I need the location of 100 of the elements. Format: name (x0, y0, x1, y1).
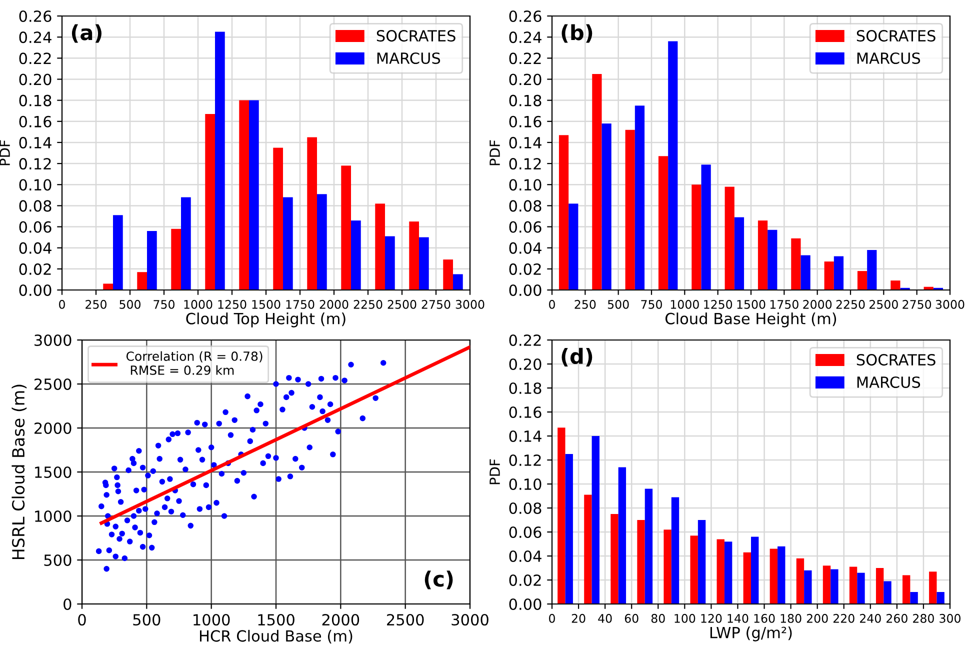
x-tick-label: 1000 (670, 300, 699, 309)
x-tick-label: 2750 (422, 300, 450, 309)
x-tick-label: 1750 (770, 300, 798, 309)
y-tick-label: 0.00 (509, 284, 542, 296)
x-tick-label: 100 (674, 614, 696, 623)
x-tick-label: 0 (549, 614, 555, 623)
legend-label: SOCRATES (856, 30, 936, 42)
bar (634, 106, 645, 290)
y-axis-title: PDF (490, 140, 500, 166)
bar (724, 542, 732, 604)
bar (317, 194, 327, 290)
x-tick-label: 180 (780, 614, 802, 623)
y-tick-label: 0 (64, 598, 72, 610)
x-tick-label: 1500 (258, 614, 294, 626)
bar (929, 572, 937, 604)
y-tick-label: 3000 (34, 334, 72, 346)
y-tick-label: 0.18 (19, 94, 52, 106)
y-tick-label: 0.26 (19, 10, 52, 22)
x-tick-label: 2500 (387, 614, 424, 626)
x-tick-label: 1250 (704, 300, 732, 309)
bar (375, 204, 385, 290)
legend-label: MARCUS (857, 376, 920, 388)
y-tick-label: 0.02 (19, 263, 51, 275)
x-tick-label: 1500 (252, 300, 280, 309)
y-tick-label: 0.24 (509, 32, 542, 44)
x-tick-label: 500 (120, 300, 140, 309)
y-tick-label: 0.16 (509, 406, 542, 418)
bar (822, 566, 831, 604)
y-tick-label: 0.06 (509, 221, 542, 233)
bar (658, 156, 668, 290)
x-tick-label: 500 (133, 614, 160, 626)
bar (249, 100, 259, 290)
y-tick-label: 0.06 (509, 526, 542, 538)
bar (857, 572, 865, 604)
bar (800, 255, 810, 290)
y-tick-label: 0.20 (509, 74, 542, 86)
x-tick-label: 1500 (737, 300, 766, 309)
bar (558, 135, 569, 290)
bar (791, 238, 801, 290)
x-tick-label: 750 (154, 300, 174, 309)
bar (351, 220, 361, 290)
x-tick-label: 1250 (218, 300, 246, 309)
bar (283, 197, 293, 290)
bar (724, 186, 734, 290)
y-tick-label: 0.16 (509, 116, 542, 128)
bar (768, 230, 778, 290)
x-tick-label: 0 (549, 300, 555, 309)
bar (181, 197, 191, 290)
y-axis-title: PDF (0, 140, 10, 166)
x-tick-label: 300 (940, 614, 960, 623)
x-tick-label: 80 (651, 614, 665, 623)
y-tick-label: 0.22 (509, 334, 541, 346)
x-tick-label: 2750 (902, 300, 932, 309)
bar (592, 436, 600, 604)
bar (734, 217, 744, 290)
x-tick-label: 160 (754, 614, 775, 623)
bar (618, 467, 626, 604)
bar (205, 114, 215, 290)
x-tick-label: 280 (913, 614, 934, 623)
bar (610, 514, 618, 604)
bar (690, 536, 698, 604)
y-tick-label: 0.22 (19, 52, 51, 64)
bar (834, 256, 844, 290)
x-tick-label: 2250 (836, 300, 865, 309)
y-tick-label: 500 (44, 554, 72, 566)
annotation: (d) (562, 348, 592, 366)
x-axis-title: Cloud Base Height (m) (665, 312, 836, 328)
y-tick-label: 2500 (34, 378, 72, 390)
y-tick-label: 0.00 (19, 284, 52, 296)
bar (385, 236, 395, 290)
x-tick-label: 140 (728, 614, 748, 623)
annotation: (a) (72, 24, 102, 43)
bar (419, 237, 429, 290)
y-tick-label: 0.00 (509, 598, 542, 610)
y-tick-label: 0.02 (509, 263, 541, 275)
x-tick-label: 3000 (936, 300, 964, 309)
y-tick-label: 0.10 (19, 179, 52, 191)
y-tick-label: 0.12 (19, 158, 51, 170)
legend-label: MARCUS (857, 52, 920, 64)
y-tick-label: 0.04 (19, 242, 52, 254)
x-axis-title: Cloud Top Height (m) (186, 312, 346, 328)
x-tick-label: 200 (806, 614, 828, 623)
bar (668, 41, 678, 290)
y-tick-label: 1500 (35, 466, 72, 478)
y-tick-label: 0.26 (509, 10, 542, 22)
bar (137, 272, 147, 290)
x-tick-label: 750 (641, 300, 662, 309)
x-tick-label: 220 (833, 614, 854, 623)
bar (568, 204, 578, 290)
y-tick-label: 0.10 (509, 179, 542, 191)
x-tick-label: 1000 (194, 614, 230, 626)
bar (409, 222, 419, 290)
x-tick-label: 60 (624, 614, 638, 623)
x-tick-label: 1000 (184, 300, 212, 309)
y-tick-label: 0.08 (509, 200, 542, 212)
bar (849, 566, 858, 604)
bar (558, 428, 566, 604)
bar (584, 494, 592, 604)
bar (824, 262, 834, 290)
bar (644, 488, 653, 604)
